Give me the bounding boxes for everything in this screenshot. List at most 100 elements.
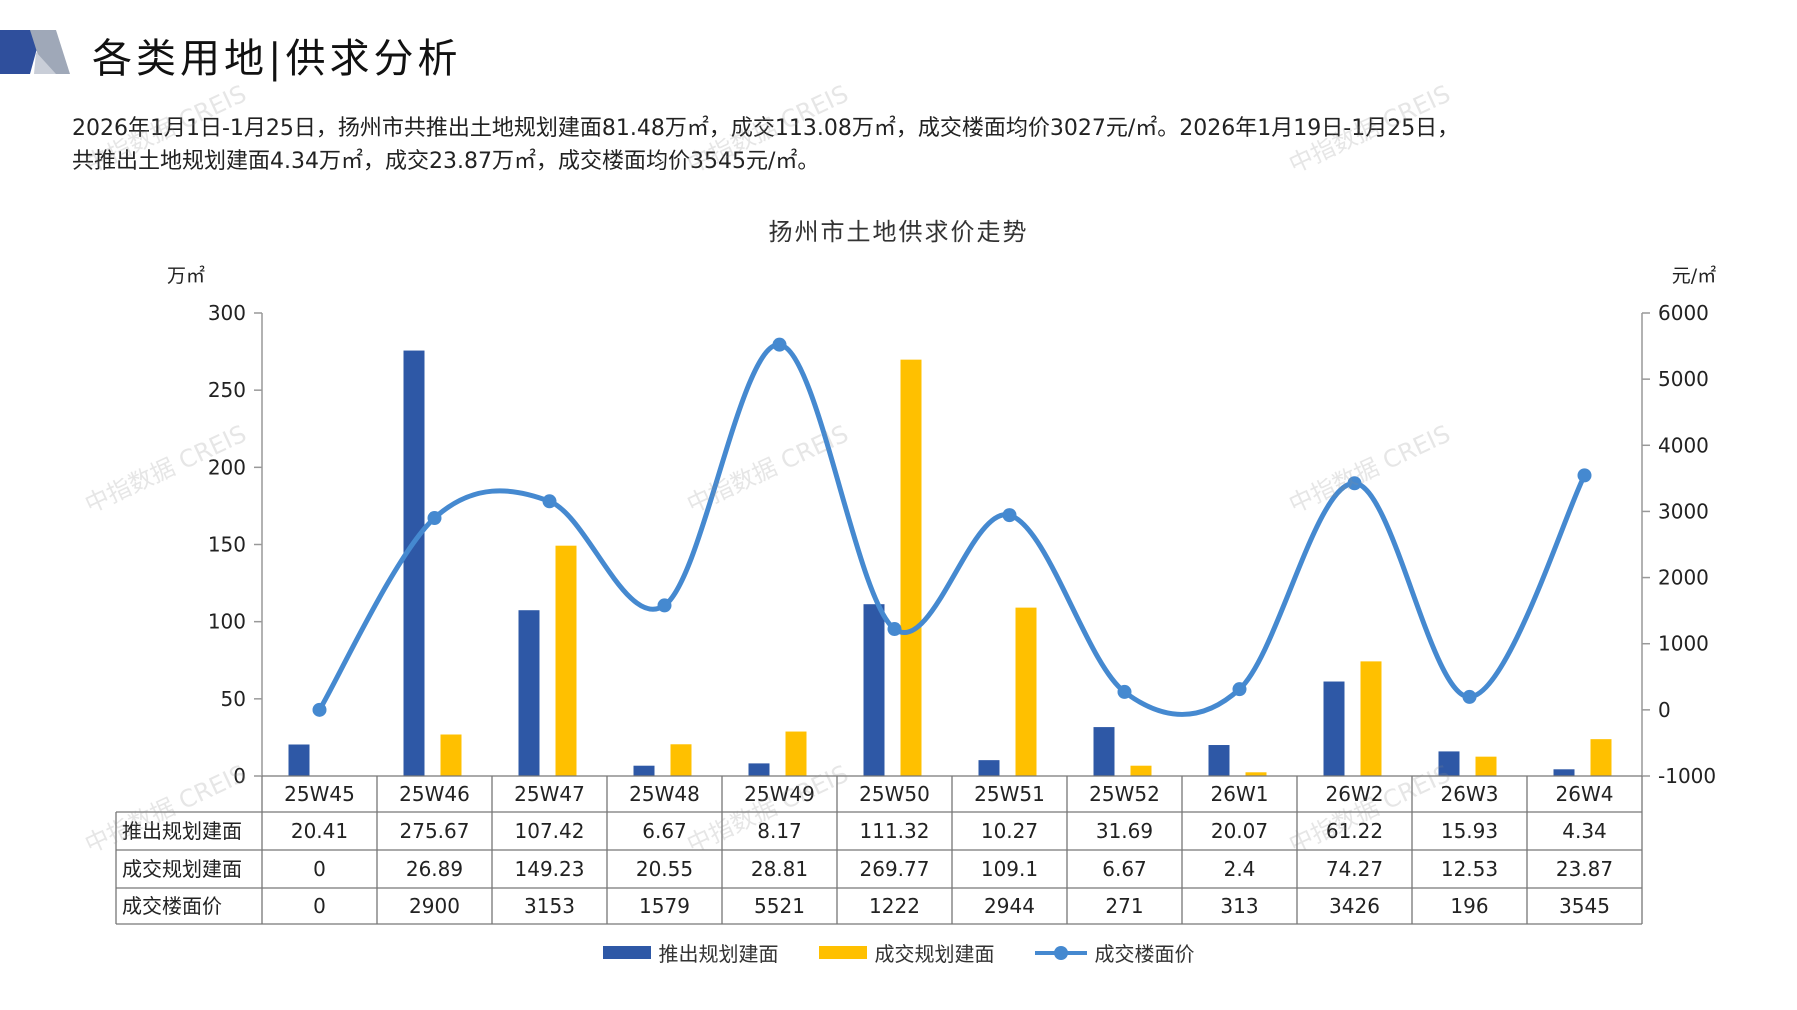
table-cell: 3426: [1329, 894, 1380, 918]
table-cell: 28.81: [751, 857, 808, 881]
legend-swatch-deal: [818, 946, 867, 959]
bar-supply: [518, 610, 540, 776]
table-cell: 6.67: [642, 819, 687, 843]
left-axis-unit: 万㎡: [167, 264, 205, 287]
bar-deal: [440, 734, 462, 776]
table-cell: 269.77: [860, 857, 930, 881]
bar-supply: [633, 765, 655, 776]
legend-item-deal[interactable]: 成交规划建面: [818, 938, 995, 967]
table-cell: 0: [313, 857, 326, 881]
left-axis-tick-label: 200: [208, 455, 246, 479]
table-cell: 0: [313, 894, 326, 918]
legend-label-price: 成交楼面价: [1094, 942, 1195, 966]
table-cell: 74.27: [1326, 857, 1383, 881]
right-axis-tick-label: -1000: [1658, 764, 1716, 788]
summary-line-1: 2026年1月1日-1月25日，扬州市共推出土地规划建面81.48万㎡，成交11…: [72, 116, 1460, 141]
bar-supply: [978, 760, 1000, 776]
header-logo-mark: [0, 30, 70, 74]
table-cell: 1222: [869, 894, 920, 918]
table-cell: 61.22: [1326, 819, 1383, 843]
table-cell: 196: [1450, 894, 1488, 918]
table-cell: 2900: [409, 894, 460, 918]
bar-supply: [1208, 745, 1230, 776]
legend-label-deal: 成交规划建面: [874, 942, 995, 966]
table-cell: 2.4: [1224, 857, 1256, 881]
right-axis-tick-label: 3000: [1658, 499, 1709, 523]
table-cell: 20.07: [1211, 819, 1268, 843]
page-title: 各类用地|供求分析: [92, 36, 462, 82]
price-point: [887, 622, 902, 637]
price-point: [1117, 684, 1132, 699]
x-axis-tick-label: 25W46: [399, 782, 470, 806]
left-axis-tick-label: 300: [208, 301, 246, 325]
table-cell: 10.27: [981, 819, 1038, 843]
table-cell: 111.32: [860, 819, 930, 843]
table-cell: 31.69: [1096, 819, 1153, 843]
x-axis-tick-label: 26W1: [1211, 782, 1269, 806]
chart-legend: 推出规划建面 成交规划建面 成交楼面价: [0, 938, 1797, 967]
bar-deal: [785, 731, 807, 776]
table-cell: 26.89: [406, 857, 463, 881]
bar-supply: [1438, 751, 1460, 776]
bar-deal: [670, 744, 692, 776]
table-cell: 3153: [524, 894, 575, 918]
legend-item-price[interactable]: 成交楼面价: [1034, 938, 1195, 967]
x-axis-tick-label: 25W48: [629, 782, 700, 806]
table-cell: 5521: [754, 894, 805, 918]
bar-deal: [1475, 756, 1497, 776]
table-cell: 12.53: [1441, 857, 1498, 881]
legend-item-supply[interactable]: 推出规划建面: [602, 938, 779, 967]
table-cell: 8.17: [757, 819, 802, 843]
bar-supply: [403, 350, 425, 776]
bar-deal: [555, 545, 577, 776]
left-axis-tick-label: 100: [208, 610, 246, 634]
summary-line-2: 共推出土地规划建面4.34万㎡，成交23.87万㎡，成交楼面均价3545元/㎡。: [72, 149, 820, 174]
left-axis-tick-label: 0: [233, 764, 246, 788]
table-cell: 4.34: [1562, 819, 1607, 843]
x-axis-tick-label: 26W2: [1326, 782, 1384, 806]
legend-swatch-price: [1034, 945, 1087, 961]
summary-text: 2026年1月1日-1月25日，扬州市共推出土地规划建面81.48万㎡，成交11…: [72, 112, 1752, 178]
table-cell: 2944: [984, 894, 1035, 918]
bar-supply: [1553, 769, 1575, 776]
right-axis-tick-label: 4000: [1658, 433, 1709, 457]
chart-title: 扬州市土地供求价走势: [768, 218, 1029, 246]
table-cell: 15.93: [1441, 819, 1498, 843]
table-cell: 20.41: [291, 819, 348, 843]
table-cell: 20.55: [636, 857, 693, 881]
x-axis-tick-label: 25W51: [974, 782, 1045, 806]
x-axis-tick-label: 26W4: [1556, 782, 1614, 806]
bar-deal: [1590, 739, 1612, 776]
right-axis-tick-label: 6000: [1658, 301, 1709, 325]
right-axis-tick-label: 5000: [1658, 367, 1709, 391]
legend-label-supply: 推出规划建面: [658, 942, 779, 966]
bar-deal: [1360, 661, 1382, 776]
bar-deal: [1130, 765, 1152, 776]
bar-deal: [1245, 772, 1267, 776]
price-point: [1232, 682, 1247, 697]
bar-supply: [288, 744, 310, 776]
table-cell: 275.67: [400, 819, 470, 843]
table-cell: 271: [1105, 894, 1143, 918]
legend-swatch-supply: [602, 946, 651, 959]
table-cell: 149.23: [515, 857, 585, 881]
table-cell: 313: [1220, 894, 1258, 918]
table-cell: 6.67: [1102, 857, 1147, 881]
x-axis-tick-label: 25W47: [514, 782, 585, 806]
price-point: [657, 598, 672, 613]
x-axis-tick-label: 25W49: [744, 782, 815, 806]
right-axis-unit: 元/㎡: [1672, 264, 1716, 287]
bar-supply: [863, 604, 885, 776]
bar-deal: [1015, 607, 1037, 776]
table-row-label: 成交楼面价: [122, 894, 222, 918]
x-axis-tick-label: 25W45: [284, 782, 355, 806]
left-axis-tick-label: 150: [208, 533, 246, 557]
table-row-label: 成交规划建面: [122, 857, 242, 881]
price-point: [1462, 689, 1477, 704]
right-axis-tick-label: 0: [1658, 698, 1671, 722]
table-row-label: 推出规划建面: [122, 819, 242, 843]
table-cell: 23.87: [1556, 857, 1613, 881]
bar-supply: [748, 763, 770, 776]
x-axis-tick-label: 26W3: [1441, 782, 1499, 806]
